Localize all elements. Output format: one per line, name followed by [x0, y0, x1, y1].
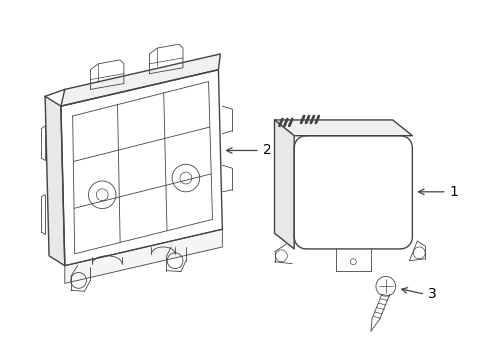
Text: 1: 1 [449, 185, 458, 199]
Polygon shape [294, 136, 411, 249]
Polygon shape [45, 96, 65, 266]
Text: 3: 3 [427, 287, 436, 301]
Polygon shape [61, 70, 222, 266]
Polygon shape [274, 120, 294, 249]
Text: 2: 2 [262, 144, 271, 157]
Polygon shape [61, 54, 220, 106]
Polygon shape [65, 229, 222, 283]
Polygon shape [274, 120, 411, 136]
